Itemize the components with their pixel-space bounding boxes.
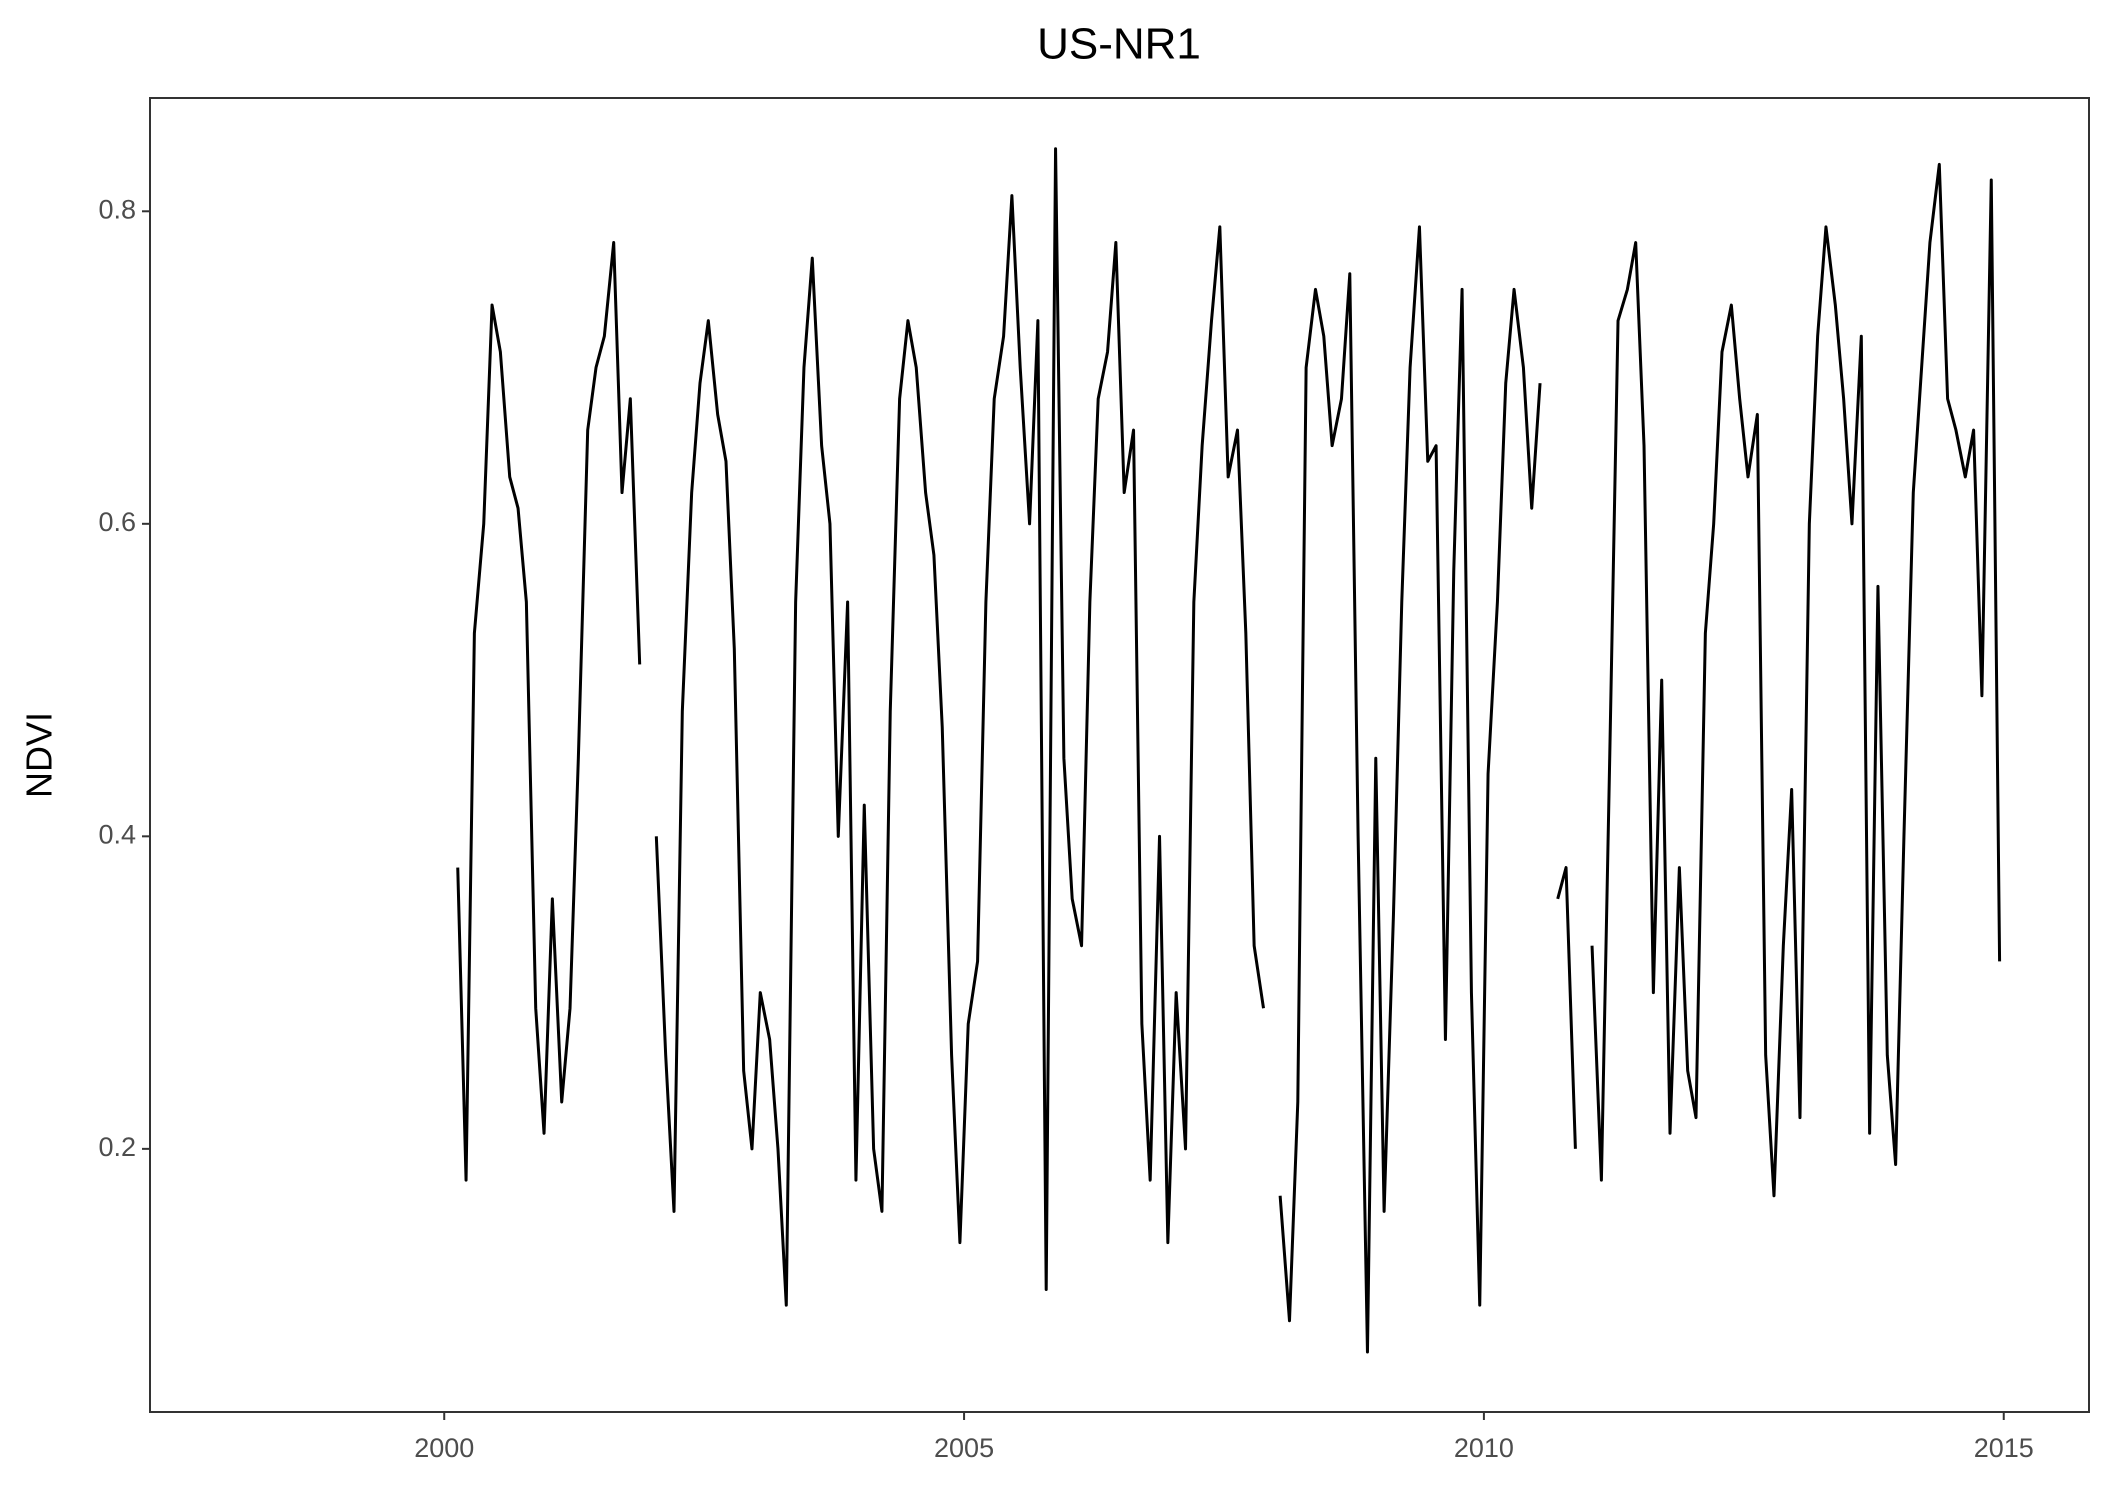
data-line	[456, 147, 2002, 1354]
x-tick-label: 2005	[934, 1433, 994, 1463]
x-tick-label: 2015	[1974, 1433, 2034, 1463]
y-tick-label: 0.2	[98, 1132, 136, 1162]
x-tick-label: 2010	[1454, 1433, 1514, 1463]
y-tick-label: 0.6	[98, 507, 136, 537]
y-tick-label: 0.8	[98, 194, 136, 224]
x-tick-label: 2000	[414, 1433, 474, 1463]
plot-border	[149, 97, 2090, 1413]
y-tick-label: 0.4	[98, 819, 136, 849]
y-axis-title: NDVI	[19, 712, 60, 798]
chart-title: US-NR1	[1037, 20, 1201, 69]
